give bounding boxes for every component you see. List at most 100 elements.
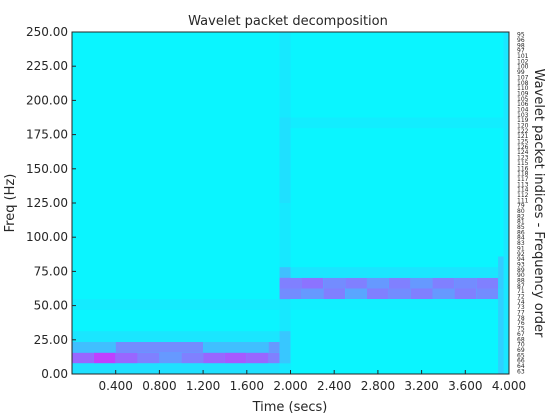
x-tick-label: 0.800 bbox=[142, 379, 176, 393]
packet-index-label: 80 bbox=[517, 208, 525, 215]
heatmap-cell bbox=[224, 352, 247, 364]
y-axis-ticks: 0.00 25.00 50.00 75.00 100.00 125.00 150.00 175… bbox=[26, 25, 76, 381]
packet-index-label: 86 bbox=[517, 229, 525, 236]
y-tick-label: 200.00 bbox=[26, 93, 68, 107]
packet-index-label: 67 bbox=[517, 331, 525, 338]
packet-index-label: 90 bbox=[517, 272, 525, 279]
packet-index-label: 81 bbox=[517, 219, 525, 226]
packet-index-label: 87 bbox=[517, 283, 525, 290]
heatmap-cell bbox=[345, 288, 367, 300]
y-tick-label: 50.00 bbox=[34, 299, 68, 313]
heatmap-cell bbox=[203, 352, 225, 364]
heatmap-cell bbox=[301, 288, 324, 300]
heatmap-cell bbox=[290, 117, 509, 129]
x-tick-label: 1.200 bbox=[186, 379, 220, 393]
packet-index-label: 96 bbox=[517, 37, 525, 44]
x-tick-label: 3.600 bbox=[448, 379, 482, 393]
heatmap-cell bbox=[159, 352, 182, 364]
heatmap-cell bbox=[93, 352, 116, 364]
packet-index-label: 94 bbox=[517, 256, 525, 263]
heatmap-cell bbox=[290, 267, 499, 278]
packet-index-label: 99 bbox=[517, 69, 525, 76]
packet-index-label: 89 bbox=[517, 267, 525, 274]
y-tick-label: 175.00 bbox=[26, 128, 68, 142]
packet-index-label: 109 bbox=[517, 90, 529, 97]
heatmap-cell bbox=[72, 352, 94, 364]
heatmap-cell bbox=[290, 299, 499, 310]
packet-index-labels: 9596989710110210099107108110109105106104… bbox=[517, 32, 529, 376]
packet-index-label: 91 bbox=[517, 245, 525, 252]
packet-index-label: 85 bbox=[517, 224, 525, 231]
packet-index-label: 68 bbox=[517, 336, 525, 343]
x-tick-label: 0.400 bbox=[99, 379, 133, 393]
packet-index-label: 70 bbox=[517, 342, 525, 349]
heatmap-cell bbox=[476, 277, 499, 289]
heatmap-cell bbox=[432, 277, 455, 289]
packet-index-label: 79 bbox=[517, 203, 525, 210]
y-axis-label: Freq (Hz) bbox=[3, 174, 18, 233]
heatmap-cell bbox=[279, 277, 302, 289]
y-tick-label: 250.00 bbox=[26, 25, 68, 39]
packet-index-label: 118 bbox=[517, 171, 529, 178]
heatmap-cell bbox=[366, 288, 389, 300]
heatmap-cell bbox=[388, 277, 411, 289]
x-tick-label: 2.000 bbox=[273, 379, 307, 393]
heatmap-cell bbox=[454, 277, 477, 289]
heatmap-cell bbox=[246, 352, 269, 364]
packet-index-label: 88 bbox=[517, 277, 525, 284]
heatmap-cell bbox=[410, 277, 433, 289]
packet-index-label: 125 bbox=[517, 139, 529, 146]
packet-index-label: 120 bbox=[517, 123, 529, 130]
heatmap-cell bbox=[115, 341, 204, 353]
heatmap-cell bbox=[279, 117, 291, 203]
heatmap-cell bbox=[181, 352, 204, 364]
packet-index-label: 108 bbox=[517, 80, 529, 87]
packet-index-label: 105 bbox=[517, 96, 529, 103]
packet-index-label: 69 bbox=[517, 347, 525, 354]
packet-index-label: 63 bbox=[517, 368, 525, 375]
heatmap-cell bbox=[72, 331, 280, 342]
y-tick-label: 0.00 bbox=[41, 367, 68, 381]
packet-index-label: 123 bbox=[517, 155, 529, 162]
heatmap-cell bbox=[268, 352, 280, 364]
x-tick-label: 2.800 bbox=[361, 379, 395, 393]
heatmap-cell bbox=[345, 277, 367, 289]
y-tick-label: 75.00 bbox=[34, 264, 68, 278]
packet-index-label: 107 bbox=[517, 74, 529, 81]
heatmap-cell bbox=[115, 352, 138, 364]
x-tick-label: 2.400 bbox=[317, 379, 351, 393]
heatmap-cell bbox=[279, 288, 302, 300]
heatmap-cell bbox=[72, 341, 116, 353]
packet-index-label: 64 bbox=[517, 363, 525, 370]
x-tick-label: 1.600 bbox=[230, 379, 264, 393]
heatmap-cell bbox=[454, 288, 477, 300]
heatmap-cell bbox=[203, 341, 269, 353]
packet-index-label: 76 bbox=[517, 320, 525, 327]
packet-index-label: 103 bbox=[517, 112, 529, 119]
heatmap-cell bbox=[301, 277, 324, 289]
packet-index-label: 82 bbox=[517, 213, 525, 220]
packet-index-label: 101 bbox=[517, 53, 529, 60]
x-axis-label: Time (secs) bbox=[252, 400, 328, 415]
packet-index-label: 65 bbox=[517, 352, 525, 359]
packet-index-label: 83 bbox=[517, 240, 525, 247]
packet-index-label: 71 bbox=[517, 288, 525, 295]
y-tick-label: 150.00 bbox=[26, 162, 68, 176]
y-tick-label: 25.00 bbox=[34, 333, 68, 347]
heatmap-cell bbox=[268, 341, 280, 353]
packet-index-label: 112 bbox=[517, 192, 529, 199]
packet-index-label: 77 bbox=[517, 310, 525, 317]
packet-index-label: 106 bbox=[517, 101, 529, 108]
packet-index-label: 115 bbox=[517, 160, 529, 167]
packet-index-label: 75 bbox=[517, 326, 525, 333]
heatmap-cell bbox=[137, 352, 160, 364]
packet-index-label: 119 bbox=[517, 117, 529, 124]
packet-index-label: 122 bbox=[517, 128, 529, 135]
chart-title: Wavelet packet decomposition bbox=[188, 14, 388, 29]
heatmap-cell bbox=[323, 288, 346, 300]
heatmap-cell bbox=[323, 277, 346, 289]
packet-index-label: 124 bbox=[517, 149, 529, 156]
heatmap-cell bbox=[410, 288, 433, 300]
y-tick-label: 125.00 bbox=[26, 196, 68, 210]
heatmap-cell bbox=[366, 277, 389, 289]
